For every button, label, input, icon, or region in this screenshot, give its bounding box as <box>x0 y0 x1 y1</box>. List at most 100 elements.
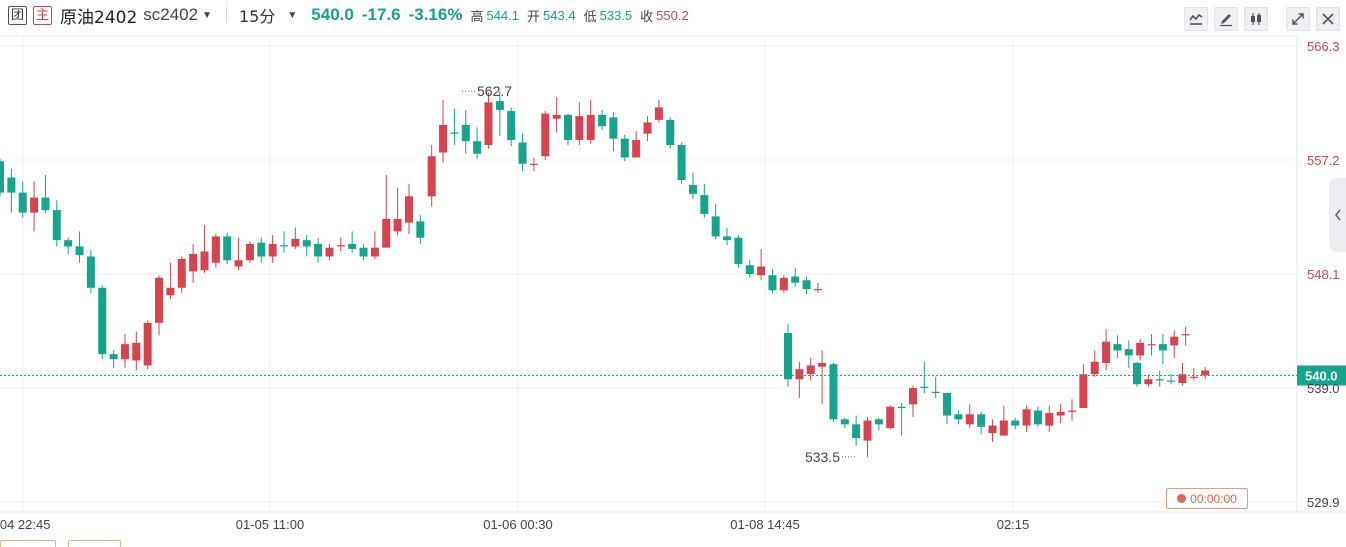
instrument-name[interactable]: 原油2402 <box>60 7 138 28</box>
x-tick-label: 01-06 00:30 <box>483 517 552 532</box>
candle-body <box>1136 342 1145 356</box>
draw-button[interactable] <box>1214 7 1238 31</box>
candle <box>18 181 27 218</box>
candle-type-button[interactable] <box>1244 7 1268 31</box>
chevron-down-icon[interactable]: ▼ <box>202 9 212 21</box>
candle <box>427 144 436 207</box>
candle-body <box>0 161 4 193</box>
candle <box>852 415 861 446</box>
bottom-tab-1[interactable] <box>0 540 56 547</box>
candle-body <box>30 197 39 213</box>
x-tick-label: 02:15 <box>997 517 1030 532</box>
main-contract-badge[interactable]: 主 <box>33 5 52 25</box>
candle <box>1136 339 1145 361</box>
x-tick-label: -04 22:45 <box>0 517 50 532</box>
candle-body <box>1068 410 1076 412</box>
candle-body <box>795 369 804 380</box>
candle-body <box>404 196 413 223</box>
candle <box>200 225 209 273</box>
candle <box>439 99 448 163</box>
candle <box>654 99 663 123</box>
candle-body <box>677 144 686 181</box>
candle <box>507 107 516 147</box>
candle <box>155 275 164 336</box>
header-divider <box>226 7 227 23</box>
candle-body <box>234 260 243 267</box>
high-value: 544.1 <box>486 7 520 23</box>
candle-body <box>1124 349 1133 356</box>
candle-body <box>325 247 334 257</box>
candle <box>1189 367 1198 381</box>
candle-body <box>852 424 861 439</box>
candle-body <box>177 258 186 288</box>
candle-body <box>473 141 482 154</box>
candle <box>1033 406 1042 427</box>
candle <box>529 157 538 172</box>
period-selector[interactable]: 15分 <box>239 7 276 26</box>
candle-body <box>1155 379 1164 381</box>
candle <box>30 181 39 232</box>
candle <box>393 187 402 236</box>
candle-body <box>336 245 345 247</box>
candle-body <box>64 240 73 247</box>
close-button[interactable] <box>1316 7 1340 31</box>
candle <box>1056 404 1065 424</box>
candle-body <box>965 414 974 425</box>
group-badge[interactable]: 团 <box>8 5 27 25</box>
candle <box>897 403 906 436</box>
instrument-code[interactable]: sc2402 <box>143 5 199 24</box>
candle <box>632 131 641 158</box>
candle <box>874 418 883 431</box>
close-value: 550.2 <box>656 7 689 23</box>
open-value: 543.4 <box>543 7 576 23</box>
candle-body <box>1167 380 1176 382</box>
candle <box>257 237 266 263</box>
candle <box>734 235 743 268</box>
candle <box>1090 350 1099 377</box>
candle <box>795 361 804 399</box>
candle <box>1068 399 1076 421</box>
side-panel-toggle[interactable] <box>1329 178 1346 252</box>
candle <box>643 116 652 142</box>
candle-body <box>1144 379 1153 385</box>
candle <box>1201 366 1210 380</box>
candle-body <box>745 265 754 274</box>
candle-body <box>155 277 164 323</box>
expand-button[interactable] <box>1286 7 1310 31</box>
chevron-down-icon[interactable]: ▼ <box>287 9 298 21</box>
bottom-tab-2[interactable] <box>68 540 121 547</box>
candle <box>1178 362 1187 386</box>
x-tick-label: 01-08 14:45 <box>730 517 799 532</box>
candle-body <box>1158 344 1167 351</box>
indicator-icon <box>1189 13 1203 25</box>
candle <box>98 285 107 360</box>
candle <box>677 142 686 184</box>
indicator-button[interactable] <box>1184 7 1208 31</box>
candle-body <box>200 251 209 271</box>
candle-body <box>943 393 952 416</box>
chevron-left-icon <box>1334 209 1341 221</box>
candle <box>1102 329 1111 371</box>
candle <box>954 410 963 425</box>
candle <box>1155 370 1164 387</box>
candle-body <box>132 342 141 361</box>
candle-body <box>700 195 709 214</box>
candle-body <box>802 280 811 290</box>
candle <box>977 411 986 435</box>
candle <box>7 168 16 213</box>
candle-body <box>908 388 917 405</box>
candle-body <box>189 253 198 272</box>
candle-body <box>1045 413 1054 426</box>
candle <box>177 256 186 293</box>
chart-toolbar-right <box>1280 7 1340 31</box>
candle <box>863 416 872 457</box>
candle <box>120 334 129 368</box>
candle-body <box>564 114 572 140</box>
candle <box>943 393 952 425</box>
chart-grid <box>0 35 1346 513</box>
candle-body <box>495 101 504 110</box>
candle-body <box>302 240 311 247</box>
candle-body <box>768 275 777 291</box>
candle-body <box>818 362 827 367</box>
